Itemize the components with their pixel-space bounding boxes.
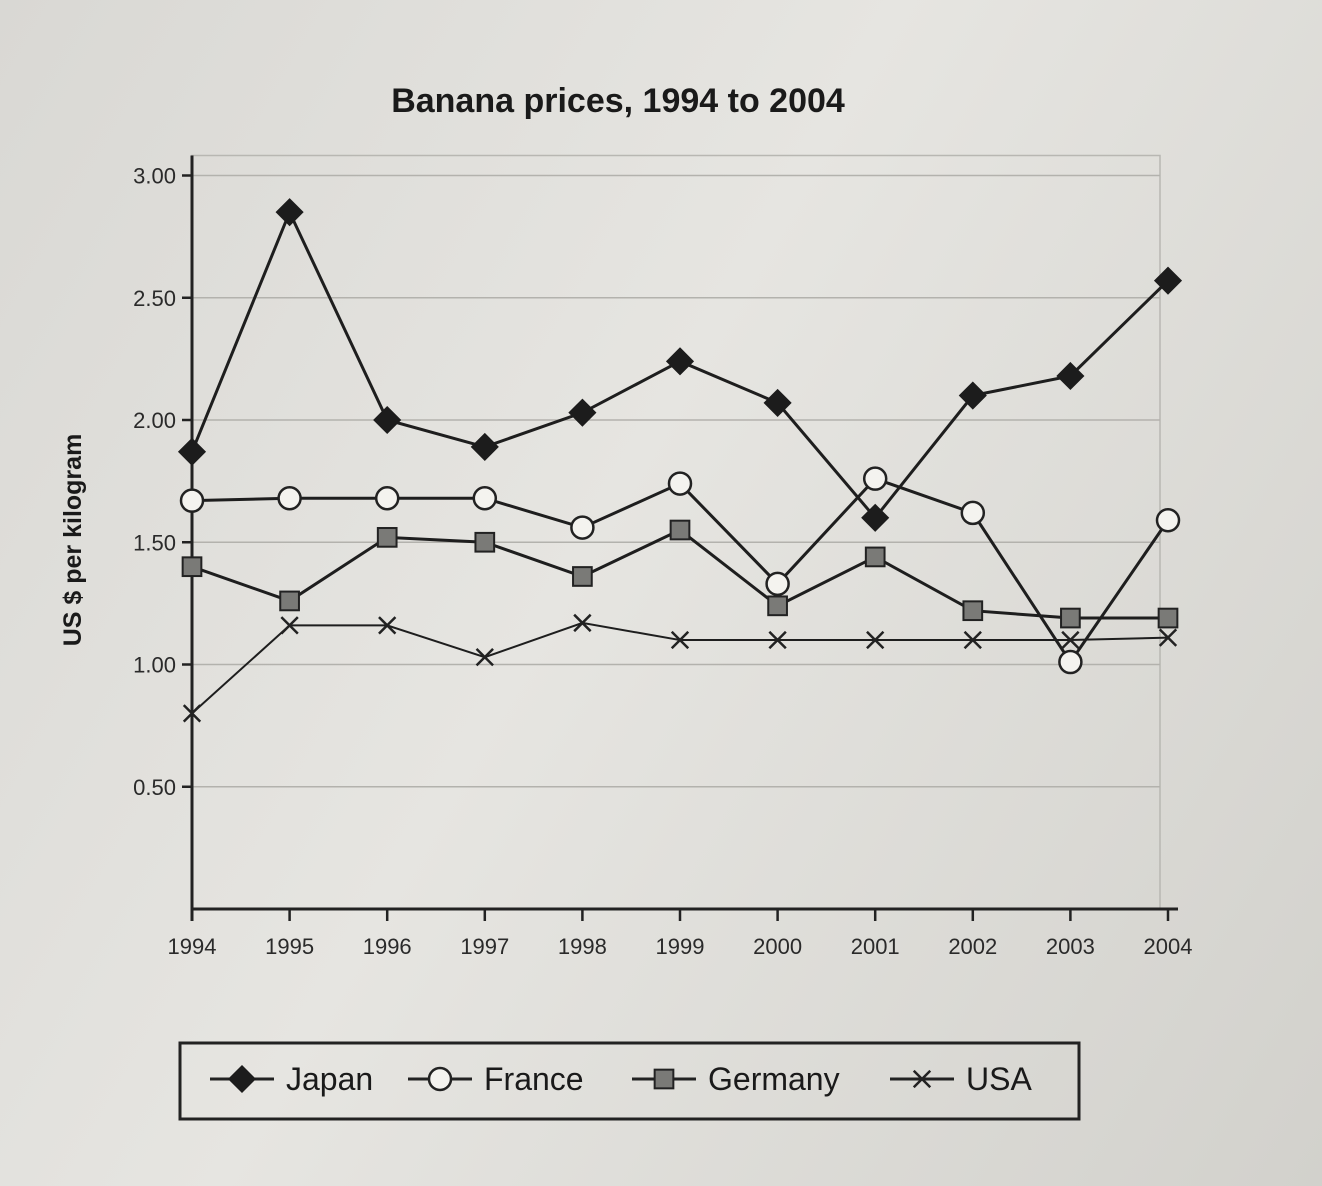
x-tick-label: 1994	[168, 934, 217, 959]
data-point-france	[960, 500, 986, 526]
data-point-germany	[376, 527, 398, 548]
legend-label-france: France	[484, 1061, 584, 1097]
x-tick-label: 1999	[656, 934, 705, 959]
data-point-germany	[1157, 607, 1179, 629]
data-point-germany	[669, 519, 691, 541]
data-point-japan	[1056, 361, 1085, 391]
x-tick-label: 1998	[558, 934, 607, 959]
y-tick-label: 0.50	[133, 775, 176, 800]
data-point-germany	[962, 600, 984, 622]
legend-marker-usa	[912, 1069, 932, 1089]
data-point-usa	[475, 648, 494, 667]
data-point-france	[472, 485, 498, 511]
legend-label-germany: Germany	[708, 1061, 840, 1097]
data-point-france	[1058, 649, 1083, 675]
data-point-france	[1155, 507, 1181, 533]
y-tick-label: 2.00	[133, 408, 176, 433]
data-point-france	[765, 571, 790, 597]
data-point-usa	[1061, 630, 1080, 650]
series-markers	[177, 198, 1183, 723]
data-point-japan	[373, 405, 402, 435]
series-lines	[190, 208, 1170, 715]
data-point-usa	[963, 630, 982, 650]
data-point-usa	[670, 630, 690, 650]
data-point-germany	[474, 531, 496, 553]
legend-marker-france	[427, 1066, 453, 1092]
data-point-france	[179, 488, 205, 513]
data-point-usa	[768, 630, 787, 650]
x-tick-label: 1995	[265, 934, 314, 959]
legend: Japan France Germany USA	[178, 1041, 1081, 1121]
legend-label-japan: Japan	[286, 1061, 373, 1097]
data-point-usa	[182, 704, 202, 723]
data-point-usa	[280, 616, 299, 635]
gridlines	[192, 174, 1160, 788]
data-point-japan	[763, 388, 792, 417]
data-point-japan	[568, 398, 597, 427]
series-line-usa	[191, 621, 1169, 715]
data-point-usa	[866, 630, 885, 650]
axes	[182, 155, 1178, 921]
legend-marker-japan	[227, 1064, 257, 1094]
y-tick-label: 1.50	[133, 530, 176, 555]
legend-label-usa: USA	[966, 1061, 1032, 1097]
data-point-usa	[378, 616, 397, 635]
data-point-france	[570, 515, 595, 540]
data-point-germany	[1060, 607, 1081, 629]
data-point-usa	[1158, 628, 1178, 647]
y-tick-labels: 3.00 2.50 2.00 1.50 1.00 0.50	[133, 164, 176, 800]
x-tick-label: 2003	[1046, 934, 1095, 959]
data-point-germany	[181, 556, 203, 578]
data-point-germany	[864, 546, 886, 568]
series-line-germany	[191, 528, 1168, 620]
legend-box	[178, 1041, 1081, 1121]
data-point-france	[862, 466, 888, 491]
x-tick-label: 2004	[1144, 934, 1193, 959]
data-point-japan	[665, 347, 695, 376]
data-point-germany	[279, 590, 300, 612]
data-point-france	[277, 485, 302, 511]
y-tick-label: 3.00	[133, 164, 176, 189]
legend-marker-germany	[653, 1068, 675, 1090]
data-point-france	[374, 485, 400, 511]
x-tick-label: 1997	[460, 934, 509, 959]
x-tick-label: 1996	[363, 934, 412, 959]
data-point-germany	[767, 595, 788, 617]
data-point-germany	[572, 566, 593, 587]
data-point-japan	[275, 198, 304, 227]
data-point-japan	[177, 437, 207, 466]
x-tick-label: 2000	[753, 934, 802, 959]
data-point-japan	[958, 381, 987, 410]
y-axis-label: US $ per kilogram	[59, 434, 87, 647]
data-point-japan	[1153, 266, 1183, 295]
x-tick-label: 2001	[851, 934, 900, 959]
chart-title: Banana prices, 1994 to 2004	[391, 82, 845, 120]
data-point-france	[667, 471, 693, 496]
y-tick-label: 2.50	[133, 286, 176, 311]
x-tick-label: 2002	[948, 934, 997, 959]
data-point-japan	[861, 503, 890, 532]
data-point-japan	[470, 432, 499, 461]
y-tick-label: 1.00	[133, 653, 176, 678]
x-tick-labels: 1994 1995 1996 1997 1998 1999 2000 2001 2002 2003…	[168, 934, 1193, 959]
data-point-usa	[573, 613, 592, 633]
